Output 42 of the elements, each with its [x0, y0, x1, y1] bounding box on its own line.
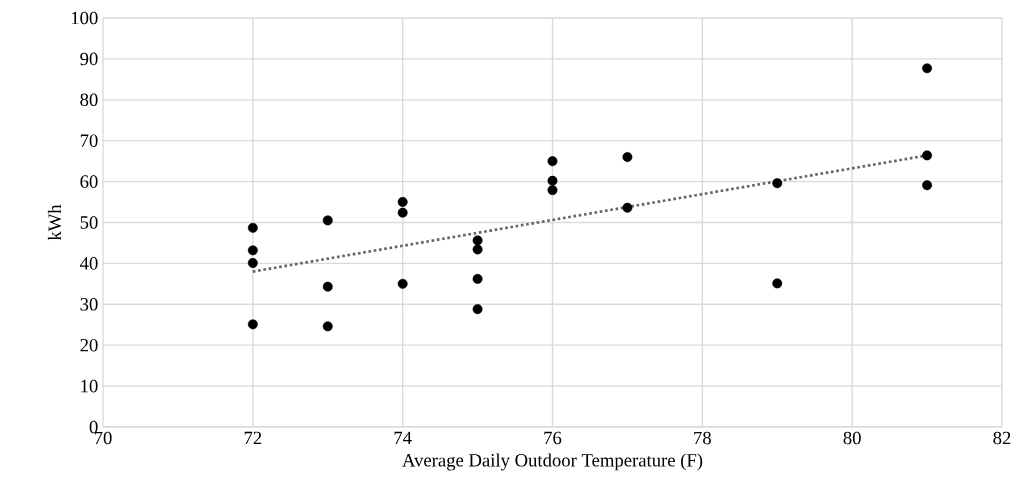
- point: [247, 258, 258, 268]
- point: [322, 281, 333, 292]
- y-tick-label: 70: [80, 134, 98, 147]
- point: [922, 63, 933, 74]
- point: [772, 278, 783, 289]
- point: [472, 274, 483, 284]
- x-tick-label: 74: [394, 431, 412, 444]
- point: [397, 197, 408, 207]
- point: [472, 244, 483, 255]
- x-tick-label: 80: [843, 431, 861, 445]
- y-tick-label: 20: [80, 338, 98, 352]
- point: [547, 175, 558, 186]
- x-tick-label: 82: [993, 431, 1011, 445]
- point: [247, 319, 258, 330]
- y-tick-label: 50: [80, 216, 98, 229]
- point: [922, 180, 933, 191]
- point: [397, 207, 408, 218]
- x-axis-title: Average Daily Outdoor Temperature (F): [402, 453, 703, 471]
- y-tick-label: 30: [80, 297, 98, 311]
- point: [322, 215, 333, 226]
- y-tick-label: 80: [80, 93, 98, 107]
- y-tick-label: 90: [80, 52, 98, 66]
- point: [247, 245, 258, 256]
- y-tick-label: 100: [71, 11, 98, 25]
- y-tick-label: 10: [81, 379, 98, 393]
- point: [547, 185, 558, 196]
- point: [472, 304, 483, 315]
- y-tick-label: 60: [80, 175, 98, 188]
- x-tick-label: 78: [694, 431, 711, 445]
- x-tick-label: 76: [544, 431, 562, 445]
- point: [622, 202, 633, 213]
- point: [397, 278, 408, 289]
- point: [772, 178, 783, 189]
- y-tick-label: 40: [79, 257, 98, 270]
- x-tick-label: 72: [244, 431, 262, 445]
- point: [922, 150, 933, 161]
- point: [472, 235, 483, 246]
- point: [247, 222, 258, 233]
- point: [322, 321, 333, 332]
- y-axis-title: kWh: [47, 204, 62, 241]
- point: [622, 152, 633, 162]
- point: [547, 156, 558, 167]
